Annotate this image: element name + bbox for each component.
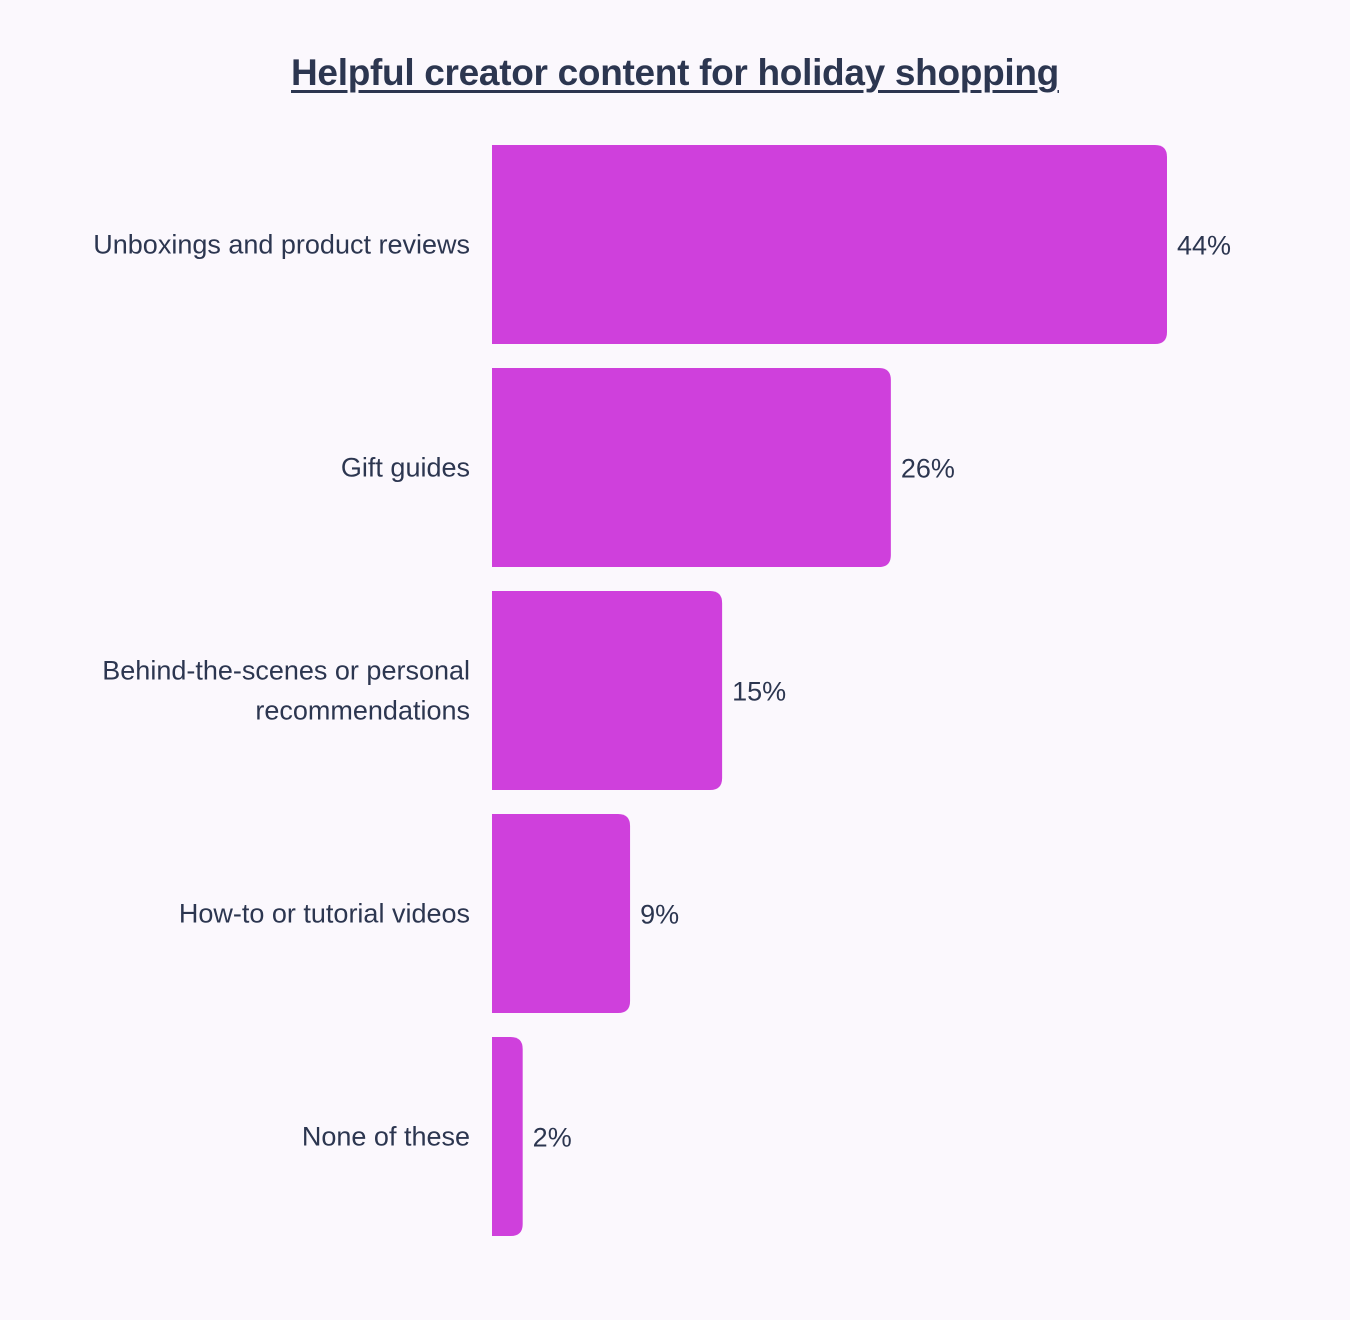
category-label-4: None of these: [302, 1122, 470, 1152]
bar-0: [492, 145, 1167, 344]
category-label-2: Behind-the-scenes or personal recommendat…: [102, 656, 470, 726]
category-label-0: Unboxings and product reviews: [93, 230, 470, 260]
chart-title: Helpful creator content for holiday shop…: [291, 52, 1059, 93]
category-label-1: Gift guides: [341, 453, 470, 483]
bar-2: [492, 591, 723, 790]
category-label-line: recommendations: [255, 696, 470, 726]
category-label-line: None of these: [302, 1122, 470, 1152]
category-label-line: How-to or tutorial videos: [179, 899, 470, 929]
category-label-line: Gift guides: [341, 453, 470, 483]
value-label-4: 2%: [533, 1123, 572, 1153]
value-label-0: 44%: [1177, 231, 1231, 261]
category-label-3: How-to or tutorial videos: [179, 899, 470, 929]
category-label-line: Unboxings and product reviews: [93, 230, 470, 260]
value-label-2: 15%: [732, 677, 786, 707]
category-label-line: Behind-the-scenes or personal: [102, 656, 470, 686]
bar-1: [492, 368, 891, 567]
value-label-3: 9%: [640, 900, 679, 930]
bar-3: [492, 814, 631, 1013]
bar-4: [492, 1037, 523, 1236]
value-label-1: 26%: [901, 454, 955, 484]
